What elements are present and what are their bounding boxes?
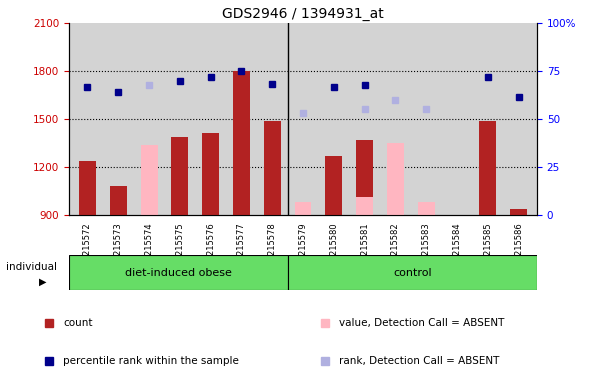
Bar: [202, 132, 219, 215]
Bar: [479, 121, 496, 215]
Text: value, Detection Call = ABSENT: value, Detection Call = ABSENT: [339, 318, 505, 328]
Bar: [387, 143, 404, 215]
Text: rank, Detection Call = ABSENT: rank, Detection Call = ABSENT: [339, 356, 499, 366]
Bar: [356, 197, 373, 215]
Bar: [233, 71, 250, 215]
Bar: [295, 202, 311, 215]
Bar: [325, 156, 342, 215]
Title: GDS2946 / 1394931_at: GDS2946 / 1394931_at: [222, 7, 384, 21]
Bar: [140, 145, 158, 215]
Text: diet-induced obese: diet-induced obese: [125, 268, 232, 278]
Text: count: count: [63, 318, 92, 328]
Text: ▶: ▶: [39, 276, 47, 286]
Bar: [356, 140, 373, 215]
Bar: [69, 255, 287, 290]
Text: individual: individual: [6, 262, 57, 273]
Text: control: control: [393, 268, 431, 278]
Text: percentile rank within the sample: percentile rank within the sample: [63, 356, 239, 366]
Bar: [172, 137, 188, 215]
Bar: [287, 255, 537, 290]
Bar: [79, 161, 96, 215]
Bar: [264, 121, 281, 215]
Bar: [110, 186, 127, 215]
Bar: [510, 209, 527, 215]
Bar: [418, 202, 434, 215]
